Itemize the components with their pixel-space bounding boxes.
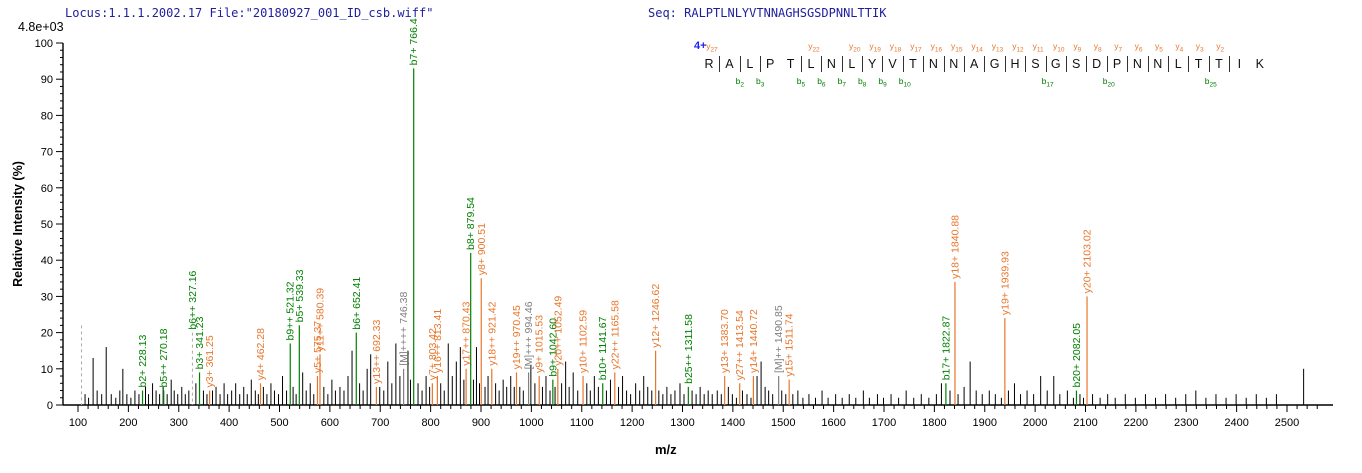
title-row: Locus:1.1.1.2002.17 File:"20180927_001_I… <box>0 6 1362 24</box>
y-tick-label: 60 <box>41 183 53 195</box>
x-tick-label: 1900 <box>973 417 997 429</box>
x-tick-label: 2200 <box>1124 417 1148 429</box>
y-tick-label: 40 <box>41 255 53 267</box>
x-tick-label: 1400 <box>721 417 745 429</box>
y-tick-label: 90 <box>41 74 53 86</box>
y-tick-label: 80 <box>41 110 53 122</box>
x-tick-label: 1000 <box>519 417 543 429</box>
locus-file-label: Locus:1.1.1.2002.17 File:"20180927_001_I… <box>65 6 434 20</box>
sequence-label: Seq: RALPTLNLYVTNNAGHSGSDPNNLTTIK <box>648 6 887 20</box>
x-tick-label: 500 <box>270 417 288 429</box>
peak-label-b7+[interactable]: b7+ 766.4 <box>408 18 420 65</box>
x-tick-label: 1200 <box>620 417 644 429</box>
y-axis-title: Relative Intensity (%) <box>11 161 25 287</box>
y-tick-label: 0 <box>47 400 53 412</box>
peak-label-y27++[interactable]: y27++ 1413.54 <box>734 310 746 380</box>
peak-label-y13+[interactable]: y13+ 1383.70 <box>719 309 731 373</box>
x-tick-label: 1800 <box>922 417 946 429</box>
x-tick-label: 300 <box>170 417 188 429</box>
peak-label-y8+[interactable]: y8+ 900.51 <box>476 223 488 275</box>
peak-label-b9++[interactable]: b9++ 521.32 <box>285 281 297 340</box>
x-tick-label: 1700 <box>872 417 896 429</box>
peak-label-y12+[interactable]: y12+ 1246.62 <box>650 284 662 348</box>
peak-label-b2+[interactable]: b2+ 228.13 <box>137 335 149 388</box>
peak-label-y5+[interactable]: y5+ 575.37 <box>312 321 324 373</box>
y-tick-label: 30 <box>41 291 53 303</box>
peak-label-b17+[interactable]: b17+ 1822.87 <box>940 316 952 381</box>
peak-label-y20++[interactable]: y20++ 1052.49 <box>552 296 564 366</box>
peak-label-y13++[interactable]: y13++ 692.33 <box>371 320 383 384</box>
y-tick-label: 70 <box>41 147 53 159</box>
peak-label-[M]++[interactable]: [M]++ 1490.85 <box>773 305 785 373</box>
peak-label-b9+[interactable]: b9+ 1042.60 <box>547 318 559 377</box>
peak-label-b3+[interactable]: b3+ 341.23 <box>194 316 206 369</box>
peak-label-y19+[interactable]: y19+ 1939.93 <box>999 251 1011 315</box>
x-tick-label: 2100 <box>1073 417 1097 429</box>
x-tick-label: 600 <box>321 417 339 429</box>
peak-label-b10+[interactable]: b10+ 1141.67 <box>597 316 609 380</box>
x-tick-label: 2500 <box>1275 417 1299 429</box>
x-tick-label: 2000 <box>1023 417 1047 429</box>
x-tick-label: 1300 <box>670 417 694 429</box>
peak-label-[M]++++[interactable]: [M]++++ 746.38 <box>398 291 410 365</box>
peak-label-y14+[interactable]: y14+ 1440.72 <box>748 309 760 373</box>
peak-label-b20+[interactable]: b20+ 2082.05 <box>1071 323 1083 388</box>
peak-label-y15+[interactable]: y15+ 1511.74 <box>784 313 796 376</box>
x-tick-label: 900 <box>472 417 490 429</box>
peak-label-b5++[interactable]: b5++ 270.18 <box>158 328 170 387</box>
x-tick-label: 2300 <box>1174 417 1198 429</box>
peak-label-y19++[interactable]: y19++ 970.45 <box>511 305 523 369</box>
peak-label-b6+[interactable]: b6+ 652.41 <box>351 277 363 330</box>
x-tick-label: 700 <box>371 417 389 429</box>
peak-label-y10+[interactable]: y10+ 1102.59 <box>578 310 590 373</box>
x-tick-label: 200 <box>119 417 137 429</box>
peak-label-y20+[interactable]: y20+ 2103.02 <box>1082 229 1094 293</box>
x-tick-label: 1600 <box>821 417 845 429</box>
x-tick-label: 800 <box>421 417 439 429</box>
y-tick-label: 100 <box>35 38 53 50</box>
peak-label-y16++[interactable]: y16++ 813.41 <box>432 309 444 373</box>
peak-label-y7+[interactable]: y7+ 803.42 <box>427 328 439 380</box>
x-axis-title: m/z <box>655 442 677 457</box>
y-tick-label: 20 <box>41 328 53 340</box>
peak-label-b25++[interactable]: b25++ 1311.58 <box>683 314 695 384</box>
peak-label-y4+[interactable]: y4+ 462.28 <box>255 328 267 380</box>
peak-label-y11++[interactable]: y11++ 580.39 <box>314 288 326 352</box>
peak-label-y3+[interactable]: y3+ 361.25 <box>204 335 216 387</box>
peak-label-b6++[interactable]: b6++ 327.16 <box>187 270 199 329</box>
peak-label-y22++[interactable]: y22++ 1165.58 <box>609 300 621 369</box>
x-tick-label: 2400 <box>1224 417 1248 429</box>
peak-label-[M]+++[interactable]: [M]+++ 994.46 <box>523 301 535 369</box>
peak-label-y18++[interactable]: y18++ 921.42 <box>486 301 498 365</box>
peak-label-b8+[interactable]: b8+ 879.54 <box>465 197 477 250</box>
x-tick-label: 1500 <box>771 417 795 429</box>
intensity-scale-note: 4.8e+03 <box>18 20 64 34</box>
y-tick-label: 50 <box>41 219 53 231</box>
x-tick-label: 100 <box>69 417 87 429</box>
peak-label-y18+[interactable]: y18+ 1840.88 <box>949 215 961 279</box>
peak-label-b5+[interactable]: b5+ 539.33 <box>294 269 306 322</box>
peak-label-y17++[interactable]: y17++ 870.43 <box>461 301 473 365</box>
y-tick-label: 10 <box>41 364 53 376</box>
x-tick-label: 400 <box>220 417 238 429</box>
x-tick-label: 1100 <box>570 417 594 429</box>
peak-label-y9+[interactable]: y9+ 1015.53 <box>534 315 546 373</box>
